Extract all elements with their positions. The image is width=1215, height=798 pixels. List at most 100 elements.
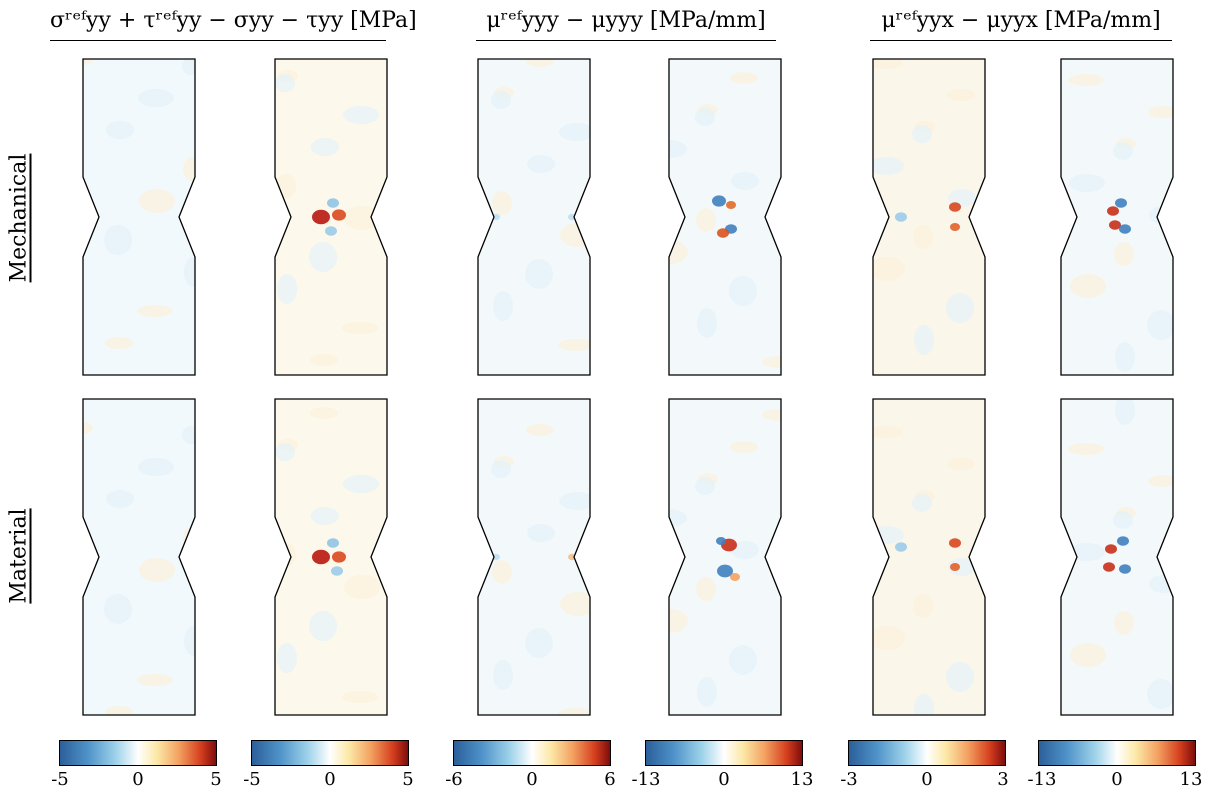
field-texture [527,524,555,542]
field-texture [139,189,175,213]
field-texture [946,662,974,692]
row-label-material: Material [4,398,34,714]
field-texture [526,59,554,67]
field-texture [947,89,975,101]
field-texture [1113,142,1133,160]
specimen-panel [872,58,994,378]
specimen-panel [274,58,396,378]
field-background [669,59,781,375]
column-title-mu-yyx-text: μʳᵉᶠyyx − μyyx [MPa/mm] [881,8,1161,33]
field-hotspot [726,201,736,209]
field-texture [83,422,93,434]
field-texture [106,490,134,508]
field-texture [311,507,339,525]
specimen-field [872,58,986,376]
field-texture [730,441,758,453]
specimen-panel [274,398,396,718]
field-texture [912,125,932,143]
field-texture [1068,443,1104,455]
field-texture [730,72,758,84]
field-background [669,399,781,715]
field-texture [182,59,195,75]
field-texture [342,691,378,703]
field-hotspot [1117,536,1129,546]
specimen-field [274,398,388,716]
colorbar-1-min: -5 [51,769,69,790]
field-texture [104,594,132,624]
field-texture [525,628,553,658]
colorbar-4-max: 13 [790,769,814,790]
specimen-field [477,58,591,376]
specimen-outline [668,398,782,716]
field-texture [873,257,905,281]
field-texture [1069,543,1105,561]
field-texture [696,208,716,232]
column-title-mu-yyx: μʳᵉᶠyyx − μyyx [MPa/mm] [870,4,1172,41]
field-hotspot [730,573,740,581]
field-hotspot [716,537,726,545]
field-texture [342,322,378,334]
field-texture [275,443,295,461]
colorbar-1 [59,740,217,766]
colorbar-4-mid: 0 [718,769,730,790]
colorbar-6-mid: 0 [1111,769,1123,790]
field-texture [309,242,337,272]
field-texture [277,643,297,673]
field-texture [873,59,903,69]
field-hotspot [949,538,961,548]
field-texture [138,458,174,476]
field-texture [277,274,297,304]
field-hotspot [1115,198,1127,208]
field-texture [696,577,716,601]
colorbar-3 [453,740,611,766]
field-texture [138,89,174,107]
colorbar-2-mid: 0 [324,769,336,790]
field-texture [697,677,717,707]
field-texture [344,575,380,599]
field-hotspot [331,566,343,576]
field-hotspot [325,226,337,236]
field-texture [1069,174,1105,192]
field-hotspot [1107,206,1119,216]
field-hotspot [1119,224,1131,234]
field-texture [1114,242,1134,266]
column-title-stress-text: σʳᵉᶠyy + τʳᵉᶠyy − σyy − τyy [MPa] [50,8,417,33]
field-hotspot [895,212,907,222]
column-title-underline [476,40,776,41]
field-texture [697,308,717,338]
specimen-panel [872,398,994,718]
field-texture [310,354,338,366]
field-hotspot [717,228,729,238]
specimen-panel [668,398,790,718]
field-texture [137,674,173,686]
field-hotspot [950,563,960,571]
field-texture [491,91,511,109]
specimen-field [1060,398,1174,716]
field-texture [729,645,757,675]
field-texture [558,708,590,715]
specimen-panel [477,398,599,718]
field-texture [83,59,93,65]
field-texture [695,477,715,495]
field-texture [105,706,133,715]
field-texture [1149,206,1173,224]
column-title-mu-yyy: μʳᵉᶠyyy − μyyy [MPa/mm] [476,4,776,41]
field-texture [1147,679,1173,709]
field-hotspot [717,564,733,578]
field-texture [1115,342,1135,372]
field-texture [106,121,134,139]
field-texture [873,626,905,650]
colorbar-1-mid: 0 [132,769,144,790]
field-texture [491,460,511,478]
field-texture [1113,511,1133,529]
field-texture [559,492,590,510]
specimen-field [82,398,196,716]
field-texture [762,356,781,368]
specimen-panel [668,58,790,378]
field-texture [105,337,133,349]
field-texture [139,558,175,582]
row-label-mechanical: Mechanical [4,60,34,376]
field-background [873,399,985,715]
row-label-mechanical-text: Mechanical [6,153,32,283]
field-texture [343,106,379,124]
